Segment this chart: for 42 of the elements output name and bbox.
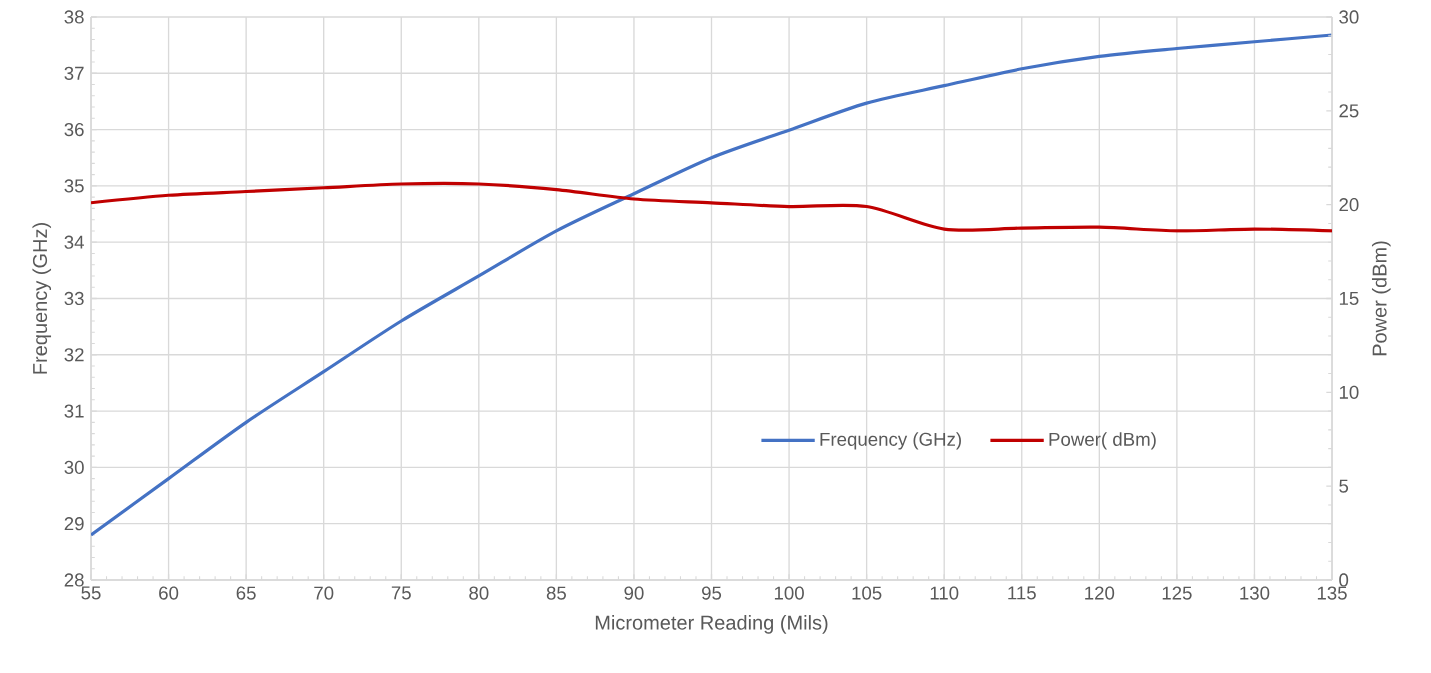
y-axis-title: Frequency (GHz) (32, 223, 52, 374)
x-tick-label: 55 (81, 586, 101, 600)
x-tick-label: 60 (159, 586, 179, 600)
y2-tick-label: 10 (1339, 385, 1359, 399)
y-tick-label: 30 (64, 460, 84, 474)
x-tick-label: 75 (391, 586, 411, 600)
y-tick-label: 36 (64, 122, 84, 137)
y-tick-label: 28 (64, 573, 84, 587)
line-series (91, 181, 1333, 233)
x-tick-label: 85 (546, 586, 566, 600)
y-tick-label: 29 (64, 517, 84, 531)
x-tick-label: 130 (1240, 586, 1270, 600)
x-tick-label: 80 (469, 586, 489, 600)
y-tick-label: 32 (64, 348, 84, 362)
y-tick-label: 38 (64, 10, 84, 24)
x-tick-label: 110 (930, 586, 959, 600)
x-tick-label: 125 (1162, 586, 1192, 600)
x-tick-label: 105 (852, 586, 882, 600)
x-axis-title: Micrometer Reading (Mils) (595, 615, 828, 634)
y2-tick-label: 15 (1339, 291, 1359, 306)
x-tick-label: 135 (1317, 586, 1347, 600)
y-tick-label: 34 (64, 235, 84, 249)
y2-tick-label: 20 (1339, 198, 1359, 212)
y2-tick-label: 30 (1339, 10, 1359, 24)
y2-tick-label: 25 (1339, 104, 1359, 118)
y2-tick-label: 0 (1339, 573, 1349, 587)
x-tick-label: 115 (1008, 586, 1036, 600)
x-tick-label: 100 (774, 586, 804, 600)
legend-label: Power( dBm) (1049, 432, 1156, 450)
x-tick-label: 65 (236, 586, 256, 600)
line-series (91, 33, 1332, 537)
y-tick-label: 31 (64, 404, 84, 418)
y-tick-label: 35 (64, 179, 84, 193)
y2-tick-label: 5 (1339, 479, 1349, 493)
x-tick-label: 90 (624, 586, 644, 600)
y-tick-label: 37 (64, 66, 84, 80)
x-tick-label: 120 (1085, 586, 1115, 600)
x-tick-label: 95 (702, 586, 722, 600)
y-tick-label: 33 (64, 291, 84, 306)
y2-axis-title: Power (dBm) (1371, 241, 1391, 356)
x-tick-label: 70 (314, 586, 334, 600)
legend-label: Frequency (GHz) (820, 432, 961, 450)
